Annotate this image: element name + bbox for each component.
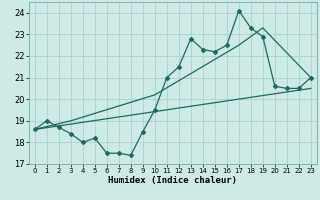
X-axis label: Humidex (Indice chaleur): Humidex (Indice chaleur)	[108, 176, 237, 185]
